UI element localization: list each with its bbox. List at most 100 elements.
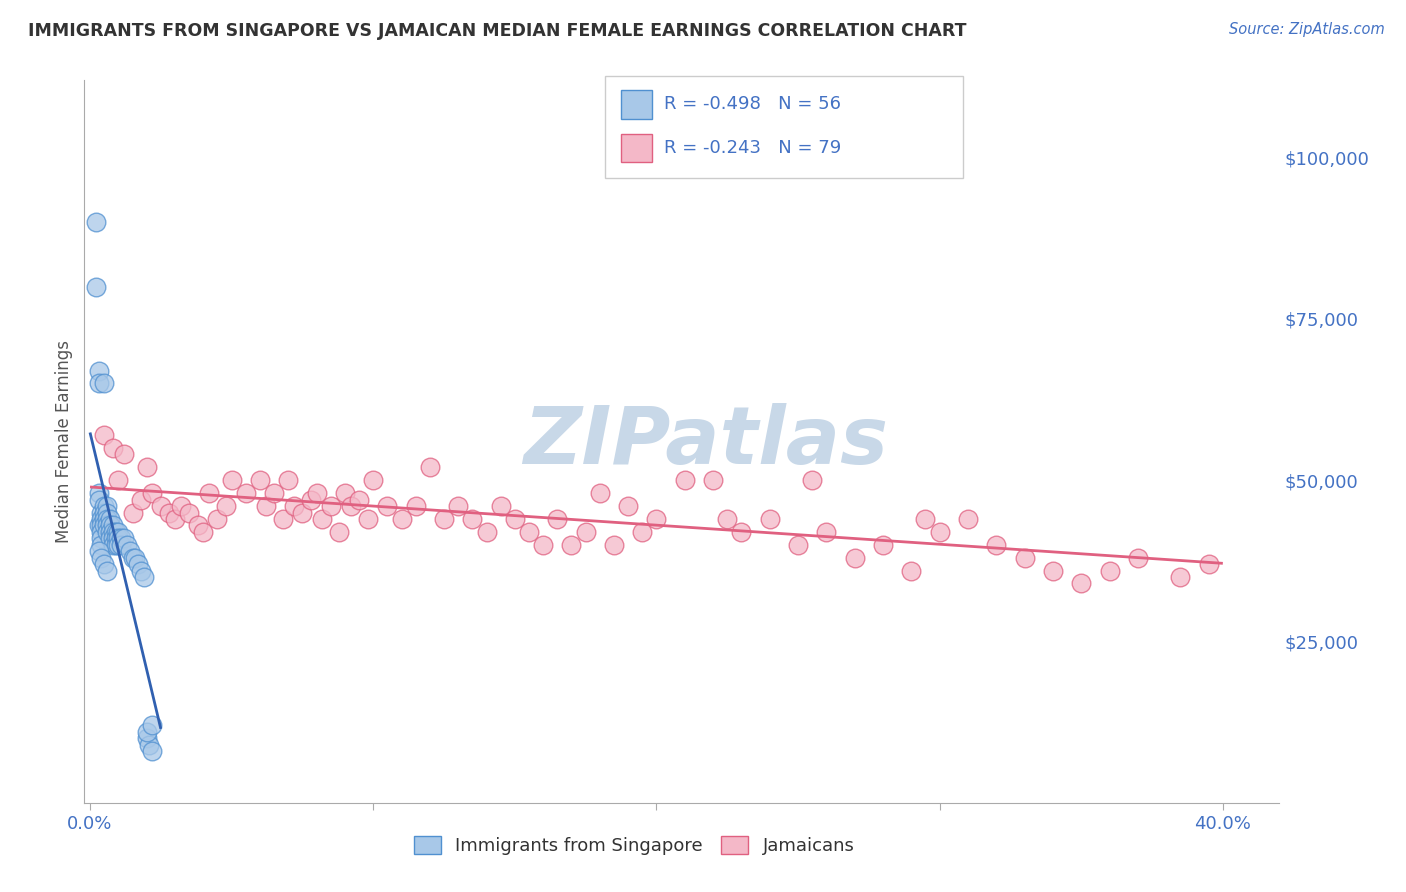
Point xyxy=(107,531,129,545)
Point xyxy=(96,524,118,539)
Point xyxy=(129,492,152,507)
Y-axis label: Median Female Earnings: Median Female Earnings xyxy=(55,340,73,543)
Point xyxy=(347,492,370,507)
Point xyxy=(900,564,922,578)
Point xyxy=(1170,570,1192,584)
Point xyxy=(121,506,143,520)
Point xyxy=(271,512,294,526)
Point xyxy=(215,499,238,513)
Point xyxy=(98,518,121,533)
Point xyxy=(589,486,612,500)
Text: IMMIGRANTS FROM SINGAPORE VS JAMAICAN MEDIAN FEMALE EARNINGS CORRELATION CHART: IMMIGRANTS FROM SINGAPORE VS JAMAICAN ME… xyxy=(28,22,966,40)
Point xyxy=(112,447,135,461)
Text: ZIPatlas: ZIPatlas xyxy=(523,402,889,481)
Point xyxy=(730,524,752,539)
Point xyxy=(87,544,110,558)
Point xyxy=(305,486,328,500)
Text: R = -0.243   N = 79: R = -0.243 N = 79 xyxy=(664,139,841,157)
Point xyxy=(339,499,361,513)
Text: R = -0.498   N = 56: R = -0.498 N = 56 xyxy=(664,95,841,113)
Point xyxy=(179,506,201,520)
Point xyxy=(517,524,540,539)
Point xyxy=(254,499,277,513)
Point xyxy=(546,512,568,526)
Point xyxy=(93,376,115,391)
Point xyxy=(90,524,112,539)
Point xyxy=(235,486,257,500)
Point xyxy=(193,524,215,539)
Point xyxy=(1198,557,1220,571)
Point xyxy=(129,564,152,578)
Point xyxy=(96,564,118,578)
Point xyxy=(141,744,163,758)
Point xyxy=(98,512,121,526)
Point xyxy=(157,506,180,520)
Point xyxy=(503,512,526,526)
Point xyxy=(93,499,115,513)
Point xyxy=(87,492,110,507)
Point xyxy=(758,512,780,526)
Point xyxy=(101,441,124,455)
Point xyxy=(138,738,160,752)
Point xyxy=(603,538,626,552)
Point xyxy=(1098,564,1121,578)
Point xyxy=(391,512,413,526)
Point xyxy=(956,512,979,526)
Point xyxy=(84,279,107,293)
Point xyxy=(328,524,350,539)
Point xyxy=(419,460,441,475)
Point xyxy=(93,512,115,526)
Point xyxy=(93,518,115,533)
Point xyxy=(433,512,456,526)
Point xyxy=(207,512,229,526)
Point xyxy=(475,524,498,539)
Point xyxy=(90,538,112,552)
Point xyxy=(405,499,427,513)
Point xyxy=(489,499,512,513)
Point xyxy=(1070,576,1092,591)
Point xyxy=(98,524,121,539)
Point xyxy=(84,215,107,229)
Point xyxy=(135,731,157,746)
Point xyxy=(617,499,640,513)
Point xyxy=(872,538,894,552)
Point xyxy=(90,531,112,545)
Point xyxy=(377,499,399,513)
Point xyxy=(121,550,143,565)
Point xyxy=(132,570,155,584)
Point xyxy=(104,524,127,539)
Point xyxy=(115,538,138,552)
Point xyxy=(104,538,127,552)
Point xyxy=(1126,550,1149,565)
Point xyxy=(716,512,738,526)
Point xyxy=(844,550,866,565)
Point xyxy=(283,499,305,513)
Point xyxy=(631,524,654,539)
Point xyxy=(127,557,149,571)
Point xyxy=(135,724,157,739)
Point xyxy=(333,486,356,500)
Point xyxy=(447,499,470,513)
Point xyxy=(93,428,115,442)
Point xyxy=(169,499,191,513)
Point xyxy=(93,506,115,520)
Point xyxy=(163,512,186,526)
Legend: Immigrants from Singapore, Jamaicans: Immigrants from Singapore, Jamaicans xyxy=(406,829,862,863)
Point xyxy=(928,524,950,539)
Point xyxy=(93,557,115,571)
Point xyxy=(198,486,221,500)
Point xyxy=(986,538,1008,552)
Point xyxy=(87,363,110,377)
Point xyxy=(575,524,598,539)
Point xyxy=(801,473,824,487)
Point xyxy=(277,473,299,487)
Point xyxy=(291,506,314,520)
Point xyxy=(101,538,124,552)
Point xyxy=(96,518,118,533)
Point xyxy=(104,531,127,545)
Point xyxy=(311,512,333,526)
Point xyxy=(702,473,724,487)
Point xyxy=(187,518,209,533)
Point xyxy=(87,486,110,500)
Point xyxy=(96,499,118,513)
